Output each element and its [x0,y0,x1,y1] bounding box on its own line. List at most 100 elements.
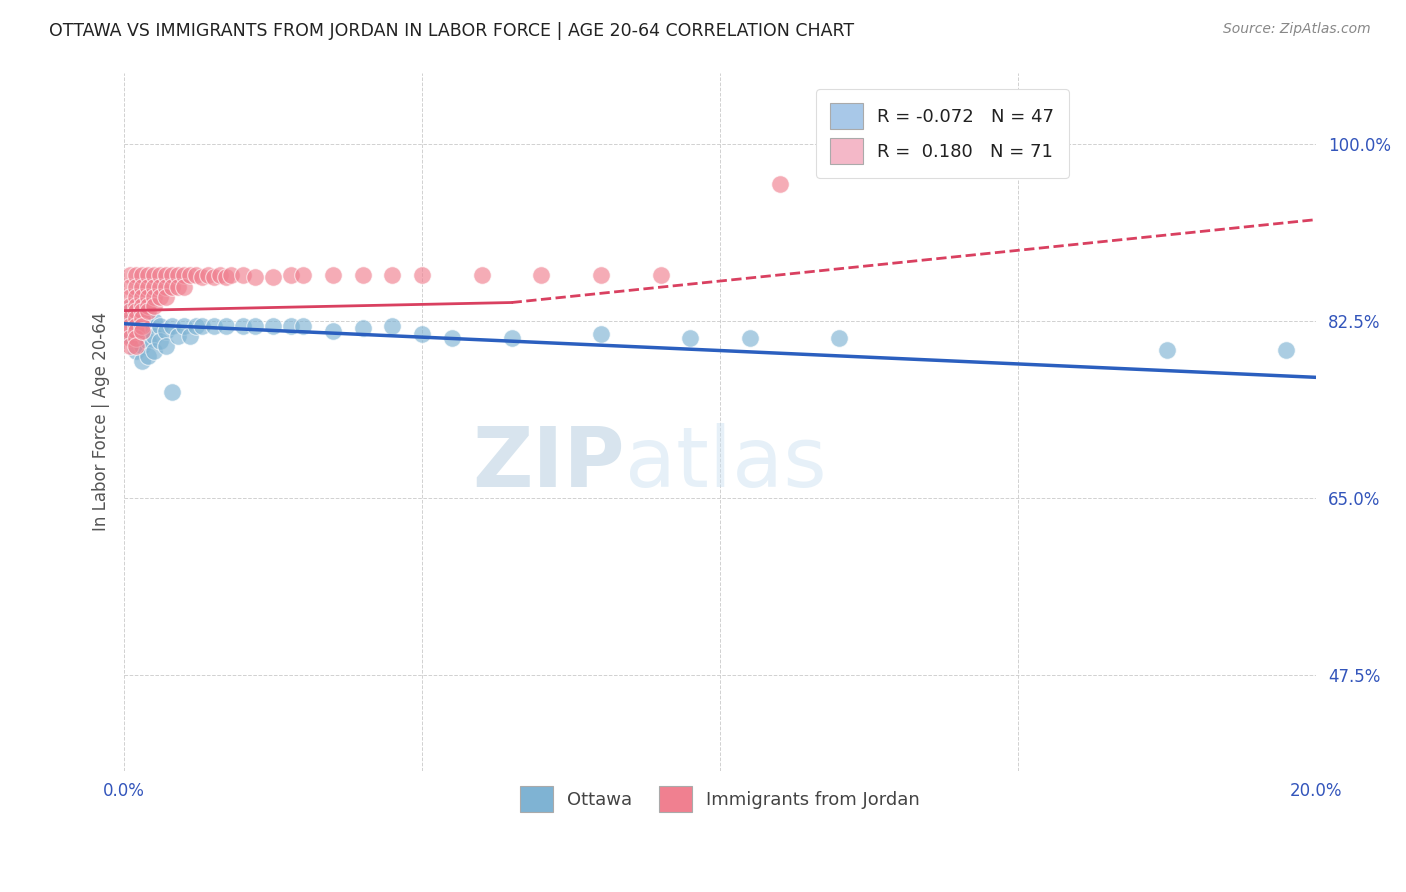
Point [214,318,236,333]
Point [166,280,188,294]
Point [160,280,183,294]
Point [160,384,183,399]
Point [131,303,153,318]
Point [136,349,159,363]
Point [125,268,148,283]
Point [179,329,201,343]
Point [769,178,792,192]
Point [411,268,433,283]
Point [125,331,148,345]
Point [501,331,523,345]
Point [131,324,153,338]
Point [589,326,612,341]
Point [136,290,159,304]
Point [149,280,172,294]
Point [166,268,188,283]
Point [245,270,267,285]
Point [120,331,142,345]
Point [155,280,177,294]
Point [190,318,212,333]
Point [131,309,153,323]
Legend: Ottawa, Immigrants from Jordan: Ottawa, Immigrants from Jordan [508,773,932,824]
Point [381,318,404,333]
Point [120,310,142,325]
Point [352,268,374,283]
Point [125,344,148,359]
Point [143,344,166,359]
Point [160,268,183,283]
Point [120,329,142,343]
Point [160,318,183,333]
Point [179,268,201,283]
Point [149,290,172,304]
Point [120,268,142,283]
Point [589,268,612,283]
Point [125,303,148,318]
Point [120,299,142,313]
Point [1275,343,1298,357]
Point [149,318,172,333]
Point [411,326,433,341]
Text: Source: ZipAtlas.com: Source: ZipAtlas.com [1223,22,1371,37]
Point [131,290,153,304]
Point [292,268,315,283]
Point [120,324,142,338]
Text: ZIP: ZIP [472,423,624,504]
Point [131,318,153,333]
Point [828,331,851,345]
Point [679,331,702,345]
Point [245,318,267,333]
Point [190,270,212,285]
Point [202,318,225,333]
Text: OTTAWA VS IMMIGRANTS FROM JORDAN IN LABOR FORCE | AGE 20-64 CORRELATION CHART: OTTAWA VS IMMIGRANTS FROM JORDAN IN LABO… [49,22,855,40]
Point [131,339,153,353]
Point [120,280,142,294]
Point [131,268,153,283]
Text: atlas: atlas [624,423,827,504]
Point [131,324,153,338]
Point [143,290,166,304]
Point [155,268,177,283]
Point [136,303,159,318]
Point [280,268,302,283]
Point [143,268,166,283]
Point [471,268,494,283]
Point [143,299,166,313]
Point [143,280,166,294]
Point [155,290,177,304]
Point [120,303,142,318]
Point [136,318,159,333]
Point [173,280,195,294]
Point [262,318,284,333]
Point [125,299,148,313]
Point [143,329,166,343]
Point [120,290,142,304]
Point [184,318,207,333]
Point [131,280,153,294]
Point [136,299,159,313]
Point [131,310,153,325]
Point [352,320,374,334]
Point [120,314,142,328]
Y-axis label: In Labor Force | Age 20-64: In Labor Force | Age 20-64 [93,312,110,532]
Point [208,268,231,283]
Point [292,318,315,333]
Point [530,268,553,283]
Point [262,270,284,285]
Point [131,299,153,313]
Point [166,329,188,343]
Point [322,324,344,338]
Point [125,290,148,304]
Point [125,318,148,333]
Point [125,331,148,345]
Point [197,268,219,283]
Point [136,334,159,348]
Point [125,280,148,294]
Point [125,324,148,338]
Point [125,310,148,325]
Point [173,318,195,333]
Point [149,268,172,283]
Point [650,268,672,283]
Point [381,268,404,283]
Point [184,268,207,283]
